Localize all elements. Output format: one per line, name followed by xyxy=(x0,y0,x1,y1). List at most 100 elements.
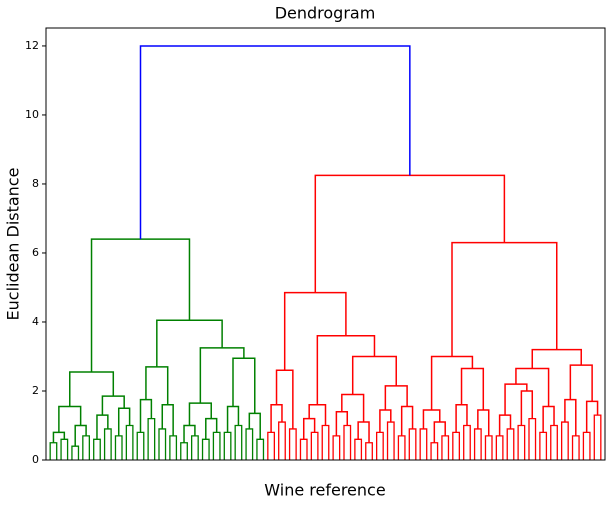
merge-link xyxy=(477,409,490,436)
merge-link xyxy=(69,371,115,407)
merge-link xyxy=(351,355,397,395)
merge-link xyxy=(520,390,534,426)
leaf-link xyxy=(82,435,91,460)
merge-link xyxy=(183,424,196,443)
leaf-link xyxy=(582,431,591,460)
y-axis-label: Euclidean Distance xyxy=(4,168,23,321)
merge-link xyxy=(422,409,441,429)
leaf-link xyxy=(473,428,482,460)
leaf-link xyxy=(452,431,461,460)
merge-link xyxy=(433,421,446,443)
leaf-link xyxy=(528,417,537,460)
chart-title: Dendrogram xyxy=(275,4,376,23)
leaf-link xyxy=(158,428,167,460)
merge-link xyxy=(384,385,408,410)
leaf-link xyxy=(190,435,199,460)
leaf-link xyxy=(408,428,417,460)
merge-link xyxy=(379,409,392,433)
leaf-link xyxy=(278,421,286,460)
leaf-link xyxy=(441,435,450,460)
merge-link xyxy=(58,405,82,433)
leaf-link xyxy=(517,424,526,460)
merge-link xyxy=(270,404,283,433)
leaf-link xyxy=(484,435,493,460)
merge-link xyxy=(400,405,414,436)
merge-link xyxy=(569,364,593,402)
merge-link xyxy=(455,404,468,433)
merge-link xyxy=(188,402,212,426)
leaf-link xyxy=(332,435,341,460)
merge-link xyxy=(96,414,109,440)
leaf-link xyxy=(234,424,243,460)
leaf-link xyxy=(49,442,58,460)
y-tick-label: 4 xyxy=(32,315,39,328)
leaf-link xyxy=(386,421,395,460)
merge-link xyxy=(341,393,365,423)
merge-link xyxy=(430,355,474,410)
merge-link xyxy=(161,404,174,436)
leaf-link xyxy=(71,445,80,460)
leaf-link xyxy=(321,424,330,460)
merge-link xyxy=(564,398,577,436)
x-axis-label: Wine reference xyxy=(264,481,385,500)
merge-link xyxy=(451,241,558,357)
merge-link xyxy=(101,395,125,416)
leaf-link xyxy=(180,442,188,460)
leaf-link xyxy=(201,438,210,460)
merge-link xyxy=(199,347,245,404)
leaf-link xyxy=(223,431,232,460)
leaf-link xyxy=(365,442,373,460)
merge-link xyxy=(248,412,261,440)
leaf-link xyxy=(571,435,580,460)
plot-frame xyxy=(45,27,606,461)
leaf-link xyxy=(212,431,221,460)
merge-link xyxy=(542,405,555,433)
merge-link xyxy=(316,335,376,405)
leaf-link xyxy=(343,424,352,460)
leaf-link xyxy=(463,424,471,460)
merge-link xyxy=(275,369,294,429)
leaf-link xyxy=(114,435,123,460)
leaf-link xyxy=(430,442,439,460)
y-tick-label: 10 xyxy=(25,108,39,121)
y-tick-label: 12 xyxy=(25,39,39,52)
merge-link xyxy=(232,357,256,414)
leaf-link xyxy=(267,431,276,460)
merge-link xyxy=(308,404,327,426)
leaf-link xyxy=(310,431,319,460)
leaf-link xyxy=(136,431,145,460)
merge-link xyxy=(504,383,528,416)
merge-link xyxy=(335,410,349,436)
leaf-link xyxy=(60,438,69,460)
leaf-link xyxy=(169,435,178,460)
merge-link xyxy=(139,45,411,240)
leaf-link xyxy=(103,428,112,460)
leaf-link xyxy=(397,435,406,460)
leaf-link xyxy=(299,438,308,460)
merge-link xyxy=(283,291,347,371)
leaf-link xyxy=(550,424,558,460)
leaf-link xyxy=(125,424,134,460)
leaf-link xyxy=(256,438,265,460)
leaf-link xyxy=(288,428,297,460)
leaf-link xyxy=(419,428,428,460)
merge-link xyxy=(205,417,218,440)
y-tick-label: 8 xyxy=(32,177,39,190)
leaf-link xyxy=(354,438,363,460)
y-tick-label: 6 xyxy=(32,246,39,259)
leaf-link xyxy=(593,414,602,460)
merge-link xyxy=(357,421,370,443)
merge-link xyxy=(52,431,66,443)
leaf-link xyxy=(93,438,101,460)
merge-link xyxy=(531,348,582,369)
y-tick-label: 0 xyxy=(32,453,39,466)
leaf-link xyxy=(147,417,156,460)
merge-link xyxy=(498,414,512,436)
leaf-link xyxy=(245,428,254,460)
merge-link xyxy=(226,405,240,433)
leaf-link xyxy=(560,421,569,460)
merge-link xyxy=(302,417,316,440)
leaf-link xyxy=(495,435,504,460)
merge-link xyxy=(314,174,506,293)
